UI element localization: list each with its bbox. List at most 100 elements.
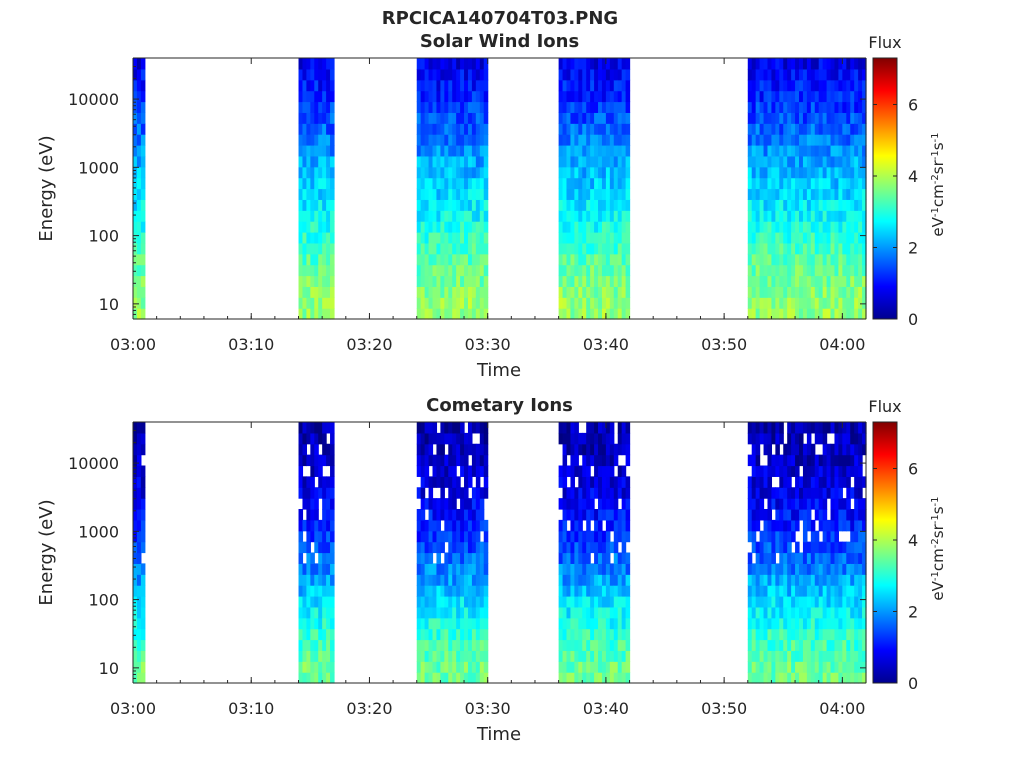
heatmap-cell	[775, 661, 780, 673]
heatmap-cell	[436, 155, 441, 168]
heatmap-cell	[306, 221, 311, 233]
y-axis-label: Energy (eV)	[36, 499, 57, 605]
heatmap-cell	[578, 519, 583, 532]
heatmap-cell	[617, 628, 623, 641]
heatmap-cell	[479, 188, 485, 200]
heatmap-cell	[625, 101, 631, 113]
heatmap-cell	[830, 650, 836, 662]
heatmap-cell	[582, 639, 587, 651]
heatmap-cell	[594, 639, 599, 651]
heatmap-cell	[617, 422, 623, 434]
heatmap-cell	[460, 112, 465, 124]
heatmap-cell	[428, 177, 434, 190]
heatmap-cell	[802, 145, 808, 157]
heatmap-cell	[444, 155, 449, 168]
heatmap-cell	[747, 253, 753, 266]
heatmap-cell	[842, 79, 847, 92]
heatmap-cell	[858, 465, 863, 477]
heatmap-cell	[759, 650, 765, 662]
heatmap-cell	[814, 145, 820, 157]
heatmap-cell	[318, 432, 323, 445]
heatmap-cell	[574, 275, 579, 287]
heatmap-cell	[854, 210, 859, 222]
heatmap-cell	[609, 585, 615, 597]
heatmap-cell	[326, 650, 331, 662]
heatmap-cell	[834, 552, 840, 564]
heatmap-cell	[566, 432, 572, 445]
heatmap-cell	[574, 541, 579, 554]
heatmap-cell	[578, 275, 583, 287]
heatmap-cell	[846, 199, 851, 211]
heatmap-cell	[483, 264, 489, 277]
heatmap-cell	[779, 145, 784, 157]
heatmap-cell	[795, 650, 800, 662]
heatmap-cell	[799, 454, 804, 467]
heatmap-cell	[775, 541, 780, 554]
heatmap-cell	[471, 242, 477, 255]
heatmap-cell	[795, 476, 800, 488]
heatmap-cell	[609, 563, 615, 575]
heatmap-cell	[310, 90, 315, 103]
heatmap-cell	[582, 498, 587, 510]
heatmap-cell	[436, 628, 441, 641]
heatmap-cell	[330, 188, 335, 200]
heatmap-cell	[471, 574, 477, 586]
heatmap-cell	[464, 487, 469, 499]
heatmap-cell	[814, 639, 820, 651]
heatmap-cell	[330, 112, 335, 124]
heatmap-cell	[136, 422, 142, 434]
heatmap-cell	[326, 232, 331, 244]
heatmap-cell	[424, 90, 430, 103]
heatmap-cell	[436, 672, 441, 684]
heatmap-cell	[566, 628, 572, 641]
heatmap-cell	[578, 432, 583, 445]
heatmap-cell	[428, 79, 434, 92]
heatmap-cell	[428, 487, 434, 499]
heatmap-cell	[787, 199, 792, 211]
heatmap-cell	[464, 661, 469, 673]
heatmap-cell	[136, 275, 142, 287]
heatmap-cell	[436, 199, 441, 211]
heatmap-cell	[440, 264, 445, 277]
heatmap-cell	[795, 606, 800, 619]
heatmap-cell	[814, 661, 820, 673]
heatmap-cell	[830, 177, 836, 190]
heatmap-cell	[802, 596, 808, 608]
heatmap-cell	[806, 155, 812, 168]
heatmap-cell	[617, 639, 623, 651]
heatmap-cell	[483, 155, 489, 168]
heatmap-cell	[617, 232, 623, 244]
heatmap-cell	[440, 617, 445, 630]
heatmap-cell	[609, 210, 615, 222]
heatmap-cell	[775, 232, 780, 244]
heatmap-cell	[601, 639, 607, 651]
heatmap-cell	[826, 155, 832, 168]
heatmap-cell	[779, 221, 784, 233]
heatmap-cell	[330, 639, 335, 651]
heatmap-cell	[826, 232, 832, 244]
heatmap-cell	[862, 264, 867, 277]
heatmap-cell	[420, 155, 426, 168]
heatmap-cell	[862, 574, 867, 586]
heatmap-cell	[806, 232, 812, 244]
heatmap-cell	[444, 585, 449, 597]
heatmap-cell	[787, 639, 792, 651]
heatmap-cell	[302, 210, 307, 222]
heatmap-cell	[444, 101, 449, 113]
heatmap-cell	[574, 286, 579, 298]
heatmap-cell	[464, 58, 469, 70]
heatmap-cell	[791, 498, 796, 510]
heatmap-cell	[771, 145, 776, 157]
heatmap-cell	[475, 541, 481, 554]
heatmap-cell	[566, 563, 572, 575]
heatmap-cell	[594, 530, 599, 543]
heatmap-cell	[775, 253, 780, 266]
heatmap-cell	[582, 650, 587, 662]
heatmap-cell	[479, 210, 485, 222]
heatmap-cell	[460, 123, 465, 135]
heatmap-cell	[467, 628, 473, 641]
heatmap-cell	[826, 58, 832, 70]
heatmap-cell	[759, 672, 765, 684]
heatmap-cell	[582, 155, 587, 168]
heatmap-cell	[787, 574, 792, 586]
